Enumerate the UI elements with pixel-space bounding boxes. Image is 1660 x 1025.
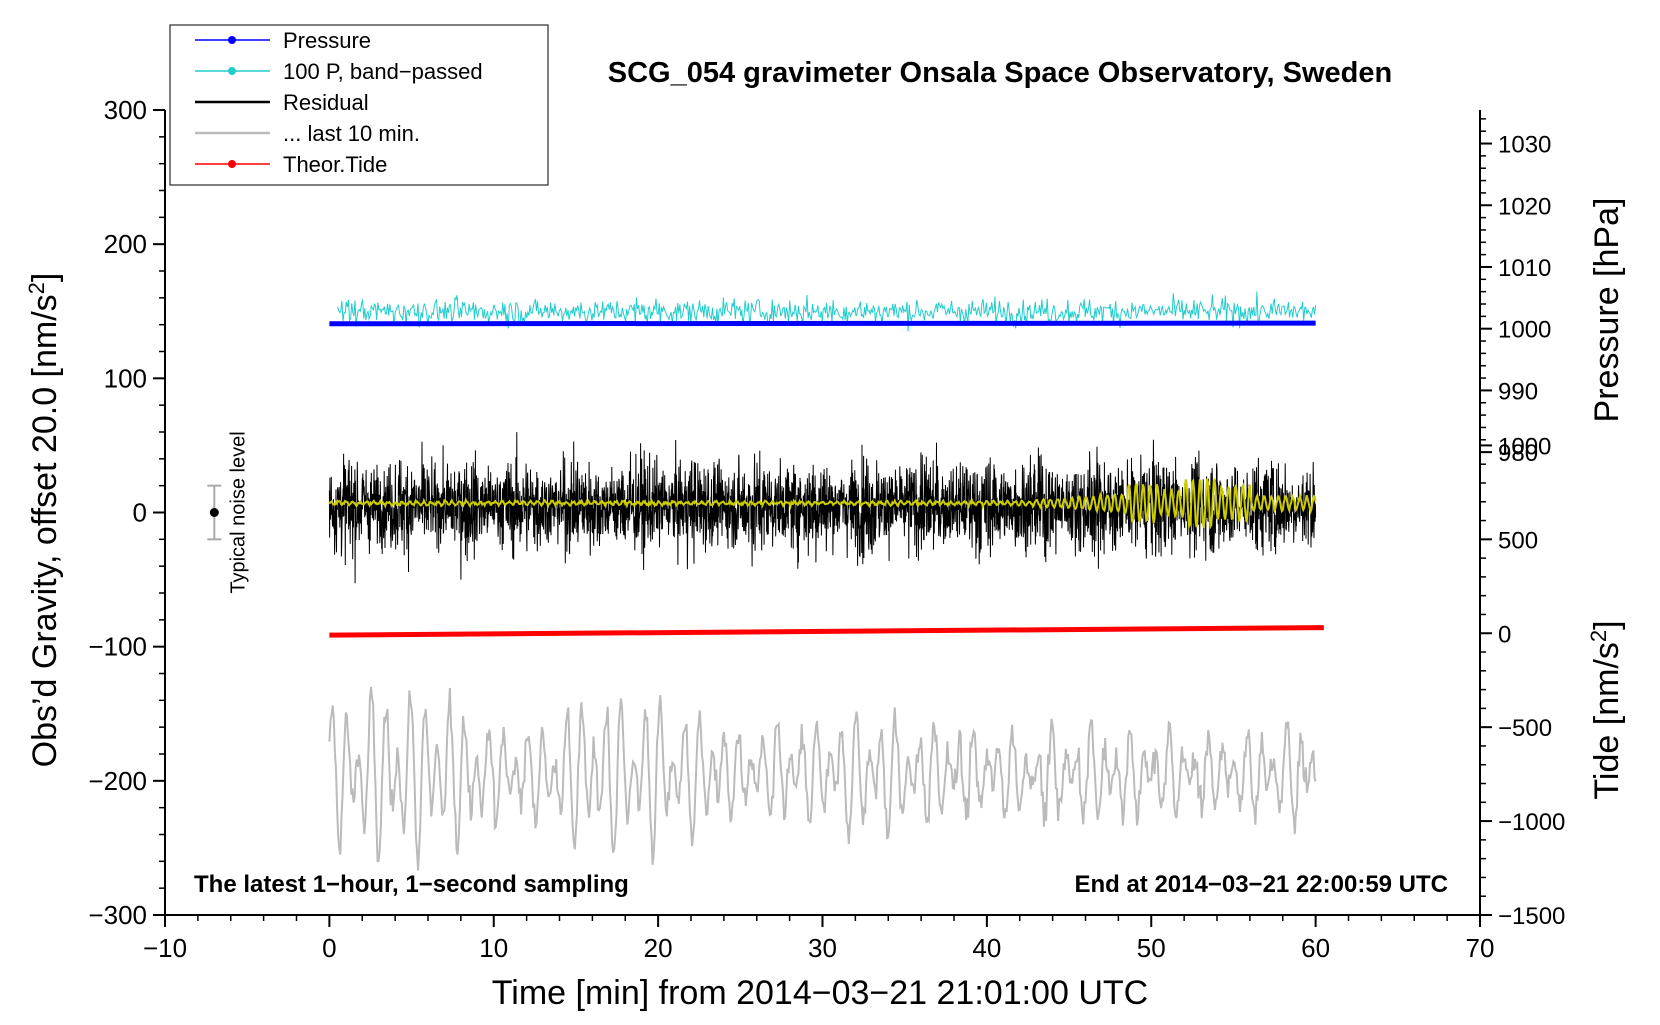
y-tick-label: 200 — [104, 229, 147, 259]
legend-label: Pressure — [283, 28, 371, 53]
pressure-tick-label: 1020 — [1498, 193, 1551, 220]
x-tick-label: 20 — [644, 933, 673, 963]
series-residual — [328, 432, 1317, 584]
x-tick-label: 50 — [1137, 933, 1166, 963]
y-axis-title-left-end: ] — [26, 273, 64, 282]
y-axis-title-left: Obs’d Gravity, offset 20.0 [nm/s2] — [24, 273, 64, 768]
legend-label: Theor.Tide — [283, 152, 387, 177]
x-tick-label: 10 — [479, 933, 508, 963]
series-layer — [328, 291, 1324, 871]
pressure-tick-label: 990 — [1498, 378, 1538, 405]
legend-label: Residual — [283, 90, 369, 115]
axes-layer: −10 0 10 20 30 40 50 60 703002001000−100−200−300… — [88, 95, 1565, 963]
legend-marker — [228, 36, 236, 44]
y-axis-title-tide-end: ] — [1588, 620, 1626, 629]
x-tick-label: 40 — [972, 933, 1001, 963]
noise-bar-dot — [209, 508, 219, 517]
noise-level-indicator: Typical noise level — [207, 431, 249, 594]
y-tick-label: −200 — [88, 766, 147, 796]
noise-level-label: Typical noise level — [227, 431, 249, 593]
y-axis-title-pressure: Pressure [hPa] — [1588, 198, 1626, 423]
y-tick-label: −300 — [88, 900, 147, 930]
tide-tick-label: 500 — [1498, 527, 1538, 554]
y-axis-title-tide-main: Tide [nm/s — [1588, 642, 1626, 799]
legend-label: ... last 10 min. — [283, 121, 420, 146]
y-axis-title-tide-sup: 2 — [1586, 630, 1611, 642]
tide-tick-label: −1500 — [1498, 903, 1565, 930]
y-tick-label: 300 — [104, 95, 147, 125]
annotation-bottom-left: The latest 1−hour, 1−second sampling — [194, 871, 629, 898]
legend-label: 100 P, band−passed — [283, 59, 483, 84]
pressure-tick-label: 1010 — [1498, 255, 1551, 282]
y-axis-title-left-main: Obs’d Gravity, offset 20.0 [nm/s — [26, 294, 64, 767]
y-axis-title-left-sup: 2 — [24, 282, 49, 294]
series-last-10-min — [328, 686, 1317, 871]
x-tick-label: −10 — [143, 933, 187, 963]
y-tick-label: 0 — [133, 498, 147, 528]
pressure-tick-label: 1000 — [1498, 317, 1551, 344]
tide-tick-label: −1000 — [1498, 809, 1565, 836]
annotation-bottom-right: End at 2014−03−21 22:00:59 UTC — [1074, 871, 1448, 898]
y-tick-label: −100 — [88, 632, 147, 662]
x-tick-label: 30 — [808, 933, 837, 963]
pressure-tick-label: 980 — [1498, 440, 1538, 467]
x-tick-label: 60 — [1301, 933, 1330, 963]
y-axis-title-tide: Tide [nm/s2] — [1586, 620, 1626, 799]
x-axis-title: Time [min] from 2014−03−21 21:01:00 UTC — [492, 974, 1148, 1012]
series-pressure-bandpassed — [337, 291, 1317, 332]
legend-marker — [228, 67, 236, 75]
tide-tick-label: −500 — [1498, 715, 1552, 742]
legend-marker — [228, 160, 236, 168]
legend-box — [169, 24, 549, 186]
x-tick-label: 70 — [1466, 933, 1495, 963]
series-pressure — [329, 320, 1316, 327]
series-residual-smoothed — [328, 477, 1317, 531]
tide-tick-label: 1000 — [1498, 433, 1551, 460]
series-theoretical-tide — [329, 625, 1324, 638]
tide-tick-label: 0 — [1498, 621, 1511, 648]
x-tick-label: 0 — [322, 933, 336, 963]
legend: Pressure 100 P, band−passed Residual ... la… — [169, 24, 549, 186]
chart-title: SCG_054 gravimeter Onsala Space Observat… — [608, 57, 1392, 89]
y-tick-label: 100 — [104, 363, 147, 393]
pressure-tick-label: 1030 — [1498, 132, 1551, 159]
